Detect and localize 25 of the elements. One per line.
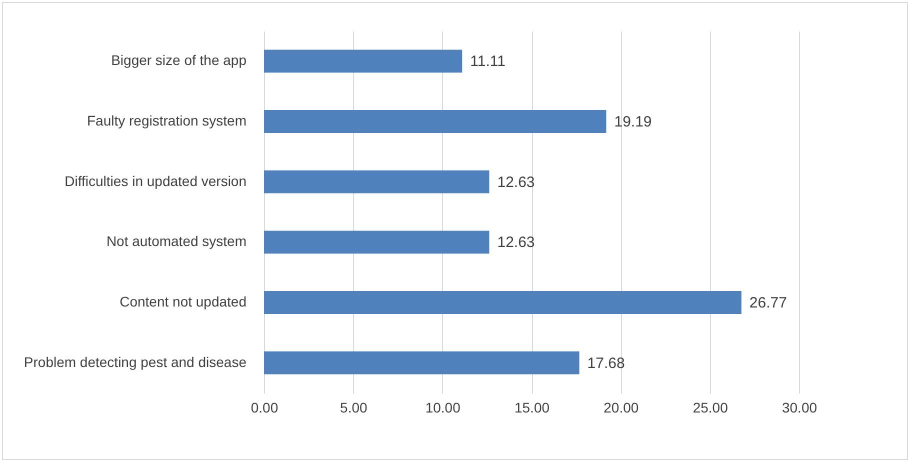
y-tick-label: Bigger size of the app xyxy=(111,52,247,68)
bar xyxy=(264,230,490,254)
x-tick-label: 20.00 xyxy=(604,400,639,416)
x-tick-label: 5.00 xyxy=(340,400,368,416)
x-tick-label: 15.00 xyxy=(514,400,550,416)
data-label: 17.68 xyxy=(587,354,625,372)
x-tick-label: 30.00 xyxy=(782,400,818,416)
x-tick-label: 25.00 xyxy=(692,400,728,416)
bar xyxy=(264,351,580,374)
x-tick-label: 0.00 xyxy=(250,400,278,416)
bar xyxy=(264,50,462,73)
bar xyxy=(264,110,606,133)
data-label: 26.77 xyxy=(749,294,787,312)
data-label: 19.19 xyxy=(614,114,652,130)
y-tick-label: Faulty registration system xyxy=(87,112,246,128)
bar xyxy=(264,170,490,194)
data-label: 12.63 xyxy=(497,234,535,252)
y-tick-label: Not automated system xyxy=(106,233,246,250)
x-tick-label: 10.00 xyxy=(425,400,461,416)
y-tick-label: Content not updated xyxy=(120,294,246,310)
y-tick-label: Difficulties in updated version xyxy=(64,172,246,189)
y-tick-label: Problem detecting pest and disease xyxy=(24,354,247,370)
data-label: 11.11 xyxy=(470,53,506,70)
data-label: 12.63 xyxy=(497,174,535,191)
bar xyxy=(264,291,742,314)
